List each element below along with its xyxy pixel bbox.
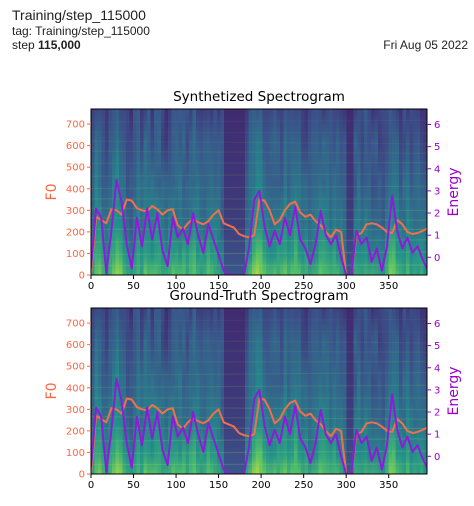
y2-tick-label: 3 <box>434 186 440 197</box>
y-tick-label: 700 <box>66 319 85 330</box>
y2-axis-label: Energy <box>446 167 462 216</box>
y-tick-label: 300 <box>66 206 85 217</box>
y2-tick-label: 3 <box>434 385 440 396</box>
y2-tick-label: 1 <box>434 231 440 242</box>
x-tick-label: 100 <box>167 480 186 491</box>
y2-axis-label: Energy <box>446 366 462 415</box>
x-tick-label: 0 <box>88 480 94 491</box>
chart-title: Synthetized Spectrogram <box>173 89 345 105</box>
y-tick-label: 600 <box>66 340 85 351</box>
y2-tick-label: 1 <box>434 430 440 441</box>
y2-tick-label: 0 <box>434 452 440 463</box>
y-tick-label: 200 <box>66 426 85 437</box>
y-tick-label: 500 <box>66 362 85 373</box>
y-tick-label: 700 <box>66 120 85 131</box>
y-tick-label: 600 <box>66 141 85 152</box>
tag-value: Training/step_115000 <box>35 24 150 38</box>
x-tick-label: 350 <box>379 480 398 491</box>
step-value: 115,000 <box>38 38 81 52</box>
x-tick-label: 300 <box>337 480 356 491</box>
y2-tick-label: 5 <box>434 341 440 352</box>
y2-tick-label: 5 <box>434 142 440 153</box>
y-axis-label: F0 <box>44 184 60 201</box>
y2-tick-label: 4 <box>434 363 440 374</box>
y-tick-label: 400 <box>66 184 85 195</box>
x-tick-label: 0 <box>88 281 94 292</box>
y2-tick-label: 0 <box>434 253 440 264</box>
x-tick-label: 250 <box>294 480 313 491</box>
y-tick-label: 100 <box>66 448 85 459</box>
y-tick-label: 200 <box>66 227 85 238</box>
y-axis-label: F0 <box>44 383 60 400</box>
y2-tick-label: 2 <box>434 408 440 419</box>
card-header: Training/step_115000 tag: Training/step_… <box>0 0 474 60</box>
x-tick-label: 150 <box>209 480 228 491</box>
tag-line: tag: Training/step_115000 <box>12 24 150 38</box>
x-tick-label: 200 <box>252 480 271 491</box>
y2-tick-label: 6 <box>434 319 440 330</box>
y2-tick-label: 6 <box>434 120 440 131</box>
step-line: step 115,000 <box>12 38 81 52</box>
run-title: Training/step_115000 <box>12 7 146 23</box>
y-tick-label: 100 <box>66 249 85 260</box>
timestamp: Fri Aug 05 2022 <box>383 38 468 52</box>
y2-tick-label: 2 <box>434 209 440 220</box>
tag-prefix: tag: <box>12 24 35 38</box>
x-tick-label: 50 <box>127 281 140 292</box>
y-tick-label: 0 <box>79 470 85 481</box>
y-tick-label: 0 <box>79 271 85 282</box>
y-tick-label: 500 <box>66 163 85 174</box>
x-tick-label: 350 <box>379 281 398 292</box>
y-tick-label: 400 <box>66 383 85 394</box>
spectrogram-figure: Synthetized Spectrogram01002003004005006… <box>0 82 474 501</box>
y2-tick-label: 4 <box>434 164 440 175</box>
y-tick-label: 300 <box>66 405 85 416</box>
step-prefix: step <box>12 38 38 52</box>
chart-title: Ground-Truth Spectrogram <box>169 288 348 304</box>
x-tick-label: 50 <box>127 480 140 491</box>
